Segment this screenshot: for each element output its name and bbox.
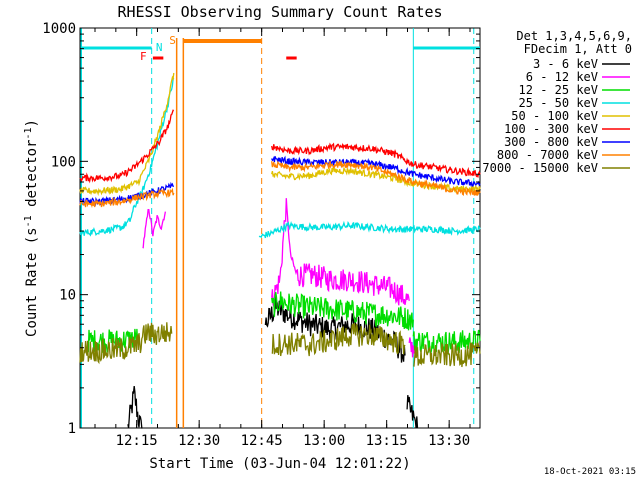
legend-entry-label: 6 - 12 keV: [526, 70, 598, 84]
x-tick-label: 12:30: [178, 433, 220, 449]
y-axis-label-sup2: -1: [23, 127, 34, 139]
series-line-6-12-keV: [408, 337, 416, 358]
series-line-25-50-keV: [79, 77, 175, 237]
x-tick-label: 13:30: [428, 433, 470, 449]
series-line-3-6-keV: [127, 386, 143, 429]
x-axis-label: Start Time (03-Jun-04 12:01:22): [149, 456, 410, 472]
x-tick-label: 12:45: [241, 433, 283, 449]
y-axis-label-part1: Count Rate (s: [24, 227, 40, 337]
y-tick-label: 1000: [42, 21, 76, 37]
series-line-6-12-keV: [142, 208, 167, 249]
series-line-3-6-keV: [406, 395, 419, 429]
flag-label-s: S: [169, 34, 176, 47]
y-axis-label-part2: detector: [24, 140, 40, 216]
flag-label-n: N: [156, 41, 163, 54]
legend-entry-label: 25 - 50 keV: [519, 96, 598, 110]
series-line-100-300-keV: [271, 142, 481, 179]
series-line-7000-15000-keV: [413, 342, 481, 368]
legend-header-line1: Det 1,3,4,5,6,9,: [516, 29, 632, 43]
series-line-800-7000-keV: [271, 160, 481, 196]
legend-entry-label: 100 - 300 keV: [504, 122, 598, 136]
generated-timestamp: 18-Oct-2021 03:15: [544, 467, 636, 477]
series-line-800-7000-keV: [79, 187, 175, 209]
series-line-6-12-keV: [271, 198, 410, 307]
series-line-25-50-keV: [258, 220, 481, 239]
x-tick-label: 13:00: [303, 433, 345, 449]
y-axis-label-part3: ): [24, 119, 40, 127]
legend-header-line2: FDecim 1, Att 0: [524, 42, 632, 56]
legend-entry-label: 7000 - 15000 keV: [482, 161, 598, 175]
series-layer: [79, 72, 481, 429]
y-tick-label: 100: [51, 154, 76, 170]
y-axis-ticks: 1 10 100 1000: [42, 21, 480, 437]
flag-markers: FNS: [140, 34, 176, 63]
x-tick-label: 12:15: [116, 433, 158, 449]
legend: Det 1,3,4,5,6,9, FDecim 1, Att 0 3 - 6 k…: [482, 29, 632, 175]
legend-entry-label: 50 - 100 keV: [511, 109, 598, 123]
series-line-50-100-keV: [79, 72, 175, 197]
y-axis-label-sup1: -1: [23, 215, 34, 227]
series-line-7000-15000-keV: [271, 322, 406, 357]
legend-entry-label: 12 - 25 keV: [519, 83, 598, 97]
y-tick-label: 1: [68, 421, 76, 437]
x-axis-ticks: 12:15 12:30 12:45 13:00 13:15 13:30: [94, 28, 471, 449]
series-line-12-25-keV: [271, 291, 414, 331]
legend-entry-label: 300 - 800 keV: [504, 135, 598, 149]
series-line-7000-15000-keV: [79, 322, 173, 365]
series-line-100-300-keV: [79, 109, 175, 184]
chart-title: RHESSI Observing Summary Count Rates: [117, 3, 442, 21]
legend-entry-label: 800 - 7000 keV: [497, 148, 598, 162]
y-axis-label: Count Rate (s-1 detector-1): [23, 119, 40, 337]
legend-entry-label: 3 - 6 keV: [533, 57, 598, 71]
y-tick-label: 10: [59, 288, 76, 304]
x-tick-label: 13:15: [366, 433, 408, 449]
flag-label-f: F: [140, 50, 147, 63]
